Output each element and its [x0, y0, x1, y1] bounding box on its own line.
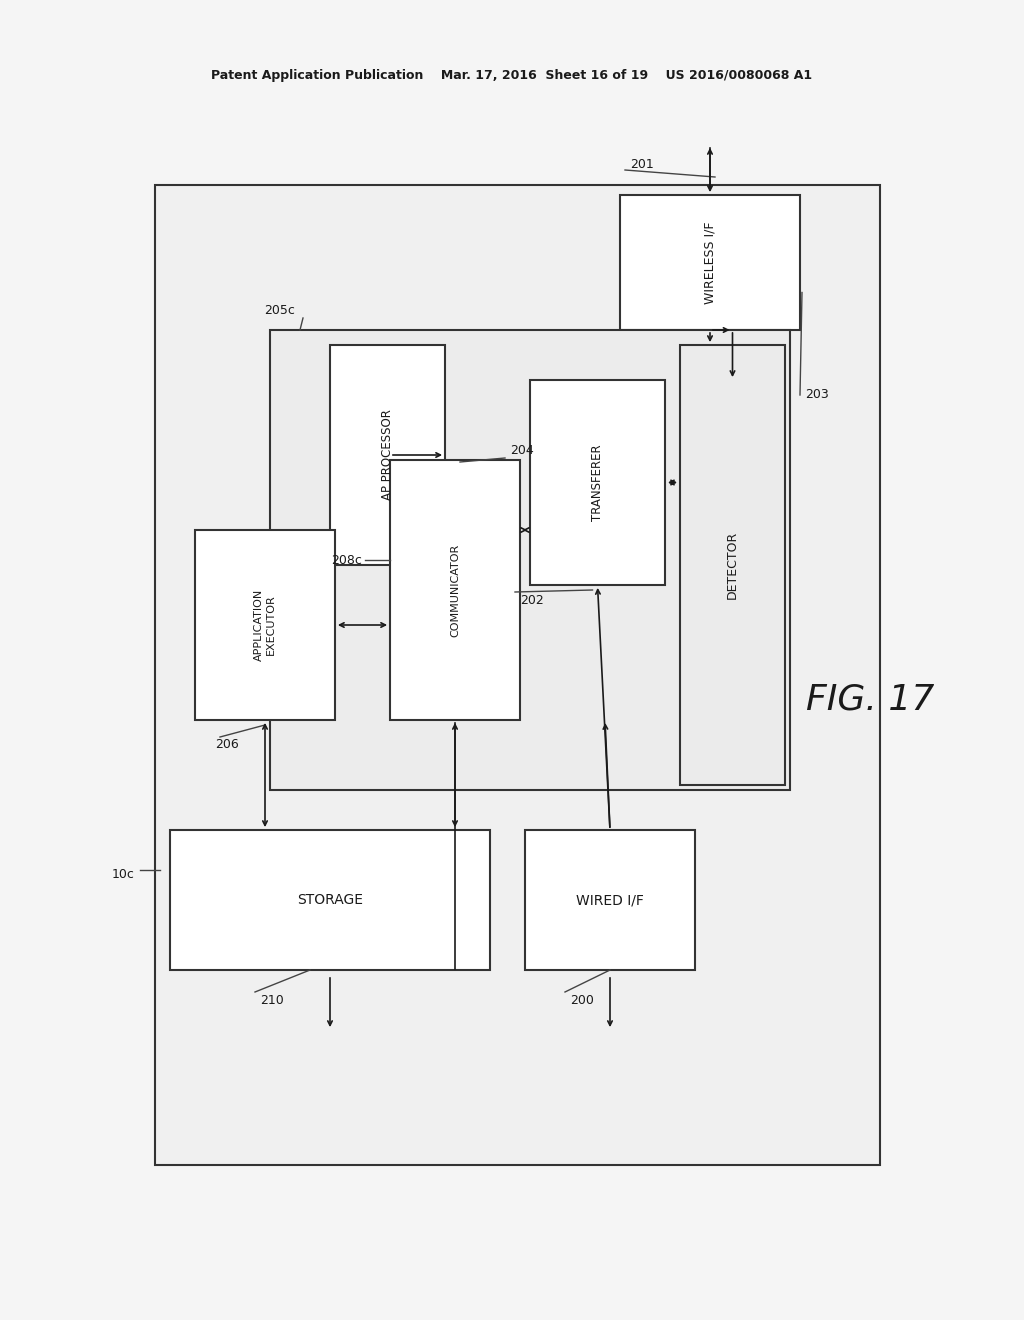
- Text: 10c: 10c: [112, 869, 135, 882]
- Text: Patent Application Publication    Mar. 17, 2016  Sheet 16 of 19    US 2016/00800: Patent Application Publication Mar. 17, …: [211, 69, 813, 82]
- Text: STORAGE: STORAGE: [297, 894, 362, 907]
- Bar: [525, 830, 695, 970]
- Text: 210: 210: [260, 994, 284, 1006]
- Bar: [390, 459, 520, 719]
- Text: 208c: 208c: [331, 553, 362, 566]
- Text: WIRELESS I/F: WIRELESS I/F: [703, 222, 717, 304]
- Bar: [330, 345, 445, 565]
- Bar: [155, 185, 880, 1166]
- Text: APPLICATION
EXECUTOR: APPLICATION EXECUTOR: [254, 589, 275, 661]
- Bar: [170, 830, 490, 970]
- Text: COMMUNICATOR: COMMUNICATOR: [450, 544, 460, 636]
- Text: 201: 201: [630, 158, 653, 172]
- Text: 202: 202: [520, 594, 544, 606]
- Text: 200: 200: [570, 994, 594, 1006]
- Text: 206: 206: [215, 738, 239, 751]
- Text: 203: 203: [805, 388, 828, 401]
- Bar: [530, 380, 665, 585]
- Text: AP PROCESSOR: AP PROCESSOR: [381, 409, 394, 500]
- Text: DETECTOR: DETECTOR: [726, 531, 739, 599]
- Text: WIRED I/F: WIRED I/F: [577, 894, 644, 907]
- Bar: [195, 531, 335, 719]
- Bar: [680, 345, 785, 785]
- Text: TRANSFERER: TRANSFERER: [591, 445, 604, 521]
- Text: 204: 204: [510, 444, 534, 457]
- Bar: [270, 330, 790, 789]
- Bar: [620, 195, 800, 330]
- Text: FIG. 17: FIG. 17: [806, 682, 934, 717]
- Text: 205c: 205c: [264, 304, 295, 317]
